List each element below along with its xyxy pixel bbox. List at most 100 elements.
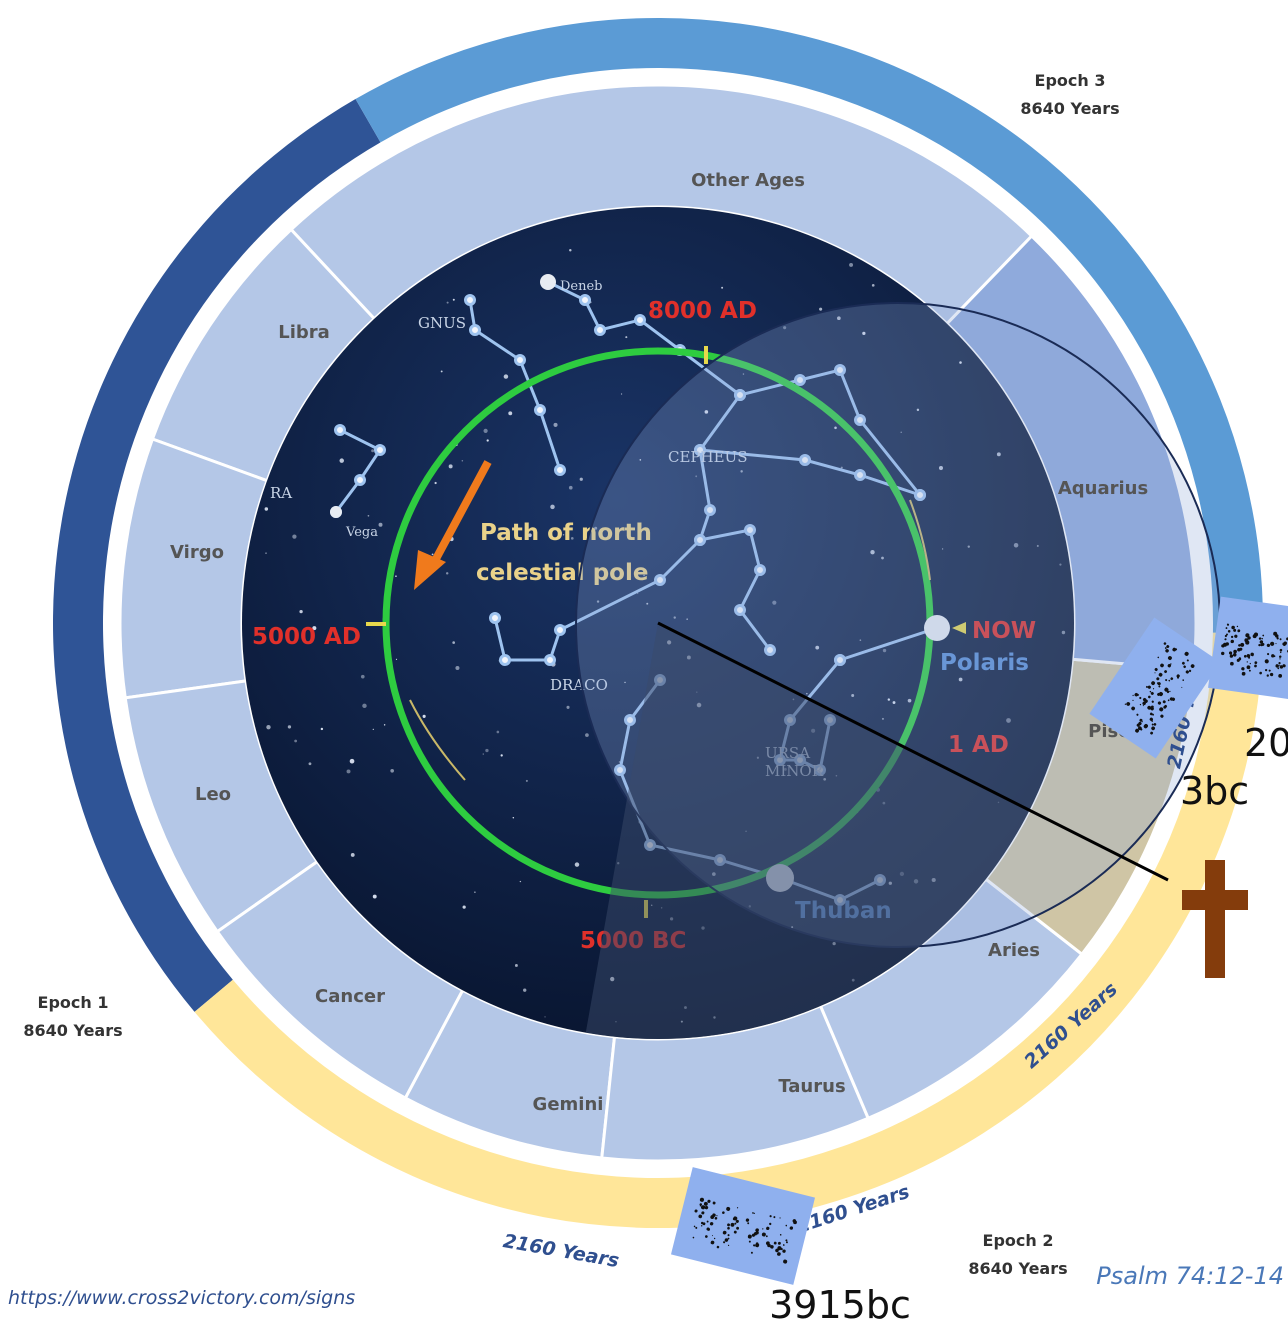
thumbnail-star	[1147, 705, 1152, 710]
star	[383, 724, 386, 726]
thumbnail-star	[700, 1205, 706, 1210]
thumbnail-star	[1283, 641, 1287, 645]
thumbnail-star	[1149, 690, 1152, 693]
star	[859, 639, 862, 641]
thumbnail-star	[1268, 644, 1270, 646]
thumbnail-star	[1149, 717, 1153, 721]
star	[721, 286, 724, 289]
star	[639, 459, 642, 461]
thumbnail-star	[699, 1197, 704, 1202]
thumbnail-star	[1181, 686, 1183, 688]
thumbnail-star	[1164, 647, 1167, 649]
thumbnail-star	[1139, 703, 1142, 706]
thumbnail-star	[1269, 672, 1274, 677]
thumbnail-star	[755, 1242, 759, 1245]
thumbnail-star	[1163, 642, 1167, 645]
thumbnail-star	[751, 1233, 756, 1237]
star	[871, 283, 875, 287]
sign-label-leo: Leo	[195, 784, 231, 805]
star	[566, 705, 570, 709]
thumbnail-star	[692, 1236, 695, 1239]
path-direction-mark	[409, 699, 466, 781]
sign-label-aquarius: Aquarius	[1058, 478, 1148, 499]
thumbnail-star	[1233, 649, 1237, 654]
thumbnail-star	[1276, 637, 1279, 640]
thumbnail-star	[747, 1234, 752, 1239]
thumbnail-star	[766, 1226, 770, 1231]
star	[996, 452, 1001, 457]
thumbnail-star	[1151, 681, 1156, 686]
epoch-2-label: Epoch 2	[983, 1231, 1054, 1250]
constellation-star	[374, 444, 386, 456]
thumbnail-star	[1167, 656, 1172, 660]
thumbnail-star	[1156, 677, 1160, 681]
age-years-gemini: 2160 Years	[501, 1230, 620, 1272]
thumbnail-star	[1182, 679, 1185, 681]
star	[881, 717, 884, 720]
epoch-3-label: Epoch 3	[1035, 71, 1106, 90]
thumbnail-star	[699, 1203, 702, 1206]
thumbnail-star	[1277, 667, 1280, 670]
thumbnail-star	[1279, 638, 1282, 641]
thumbnail-star	[1246, 654, 1251, 658]
star	[422, 714, 426, 718]
star	[900, 431, 902, 433]
star	[907, 698, 912, 703]
star	[596, 600, 600, 603]
thumbnail-star	[1240, 642, 1245, 647]
label-cepheus: CEPHEUS	[668, 448, 747, 466]
thumbnail-star	[1149, 712, 1153, 716]
thumbnail-star	[747, 1222, 750, 1225]
thumbnail-star	[1150, 731, 1154, 735]
sign-label-libra: Libra	[278, 322, 330, 343]
label-path-line1: Path of north	[480, 520, 652, 546]
star	[959, 361, 962, 364]
thumbnail-star	[1132, 694, 1134, 697]
thumbnail-star	[1237, 629, 1241, 633]
star	[834, 426, 837, 430]
epoch-2-years: 8640 Years	[968, 1259, 1067, 1278]
constellation-line	[838, 626, 939, 662]
thumbnail-star	[734, 1222, 737, 1225]
thumbnail-star	[1182, 661, 1185, 665]
thumbnail-star	[1222, 642, 1227, 647]
thumbnail-star	[1279, 658, 1281, 660]
thumbnail-star	[785, 1239, 788, 1242]
epoch-ring	[52, 18, 1263, 1228]
thumbnail-star	[1190, 664, 1195, 668]
thumbnail-star	[1151, 723, 1154, 726]
arrow-head	[414, 550, 446, 590]
thumbnail-star	[1268, 669, 1271, 672]
thumbnail-star	[1167, 664, 1172, 668]
star	[772, 600, 777, 605]
thumbnail-star	[1170, 677, 1174, 681]
thumbnail-star	[1238, 644, 1241, 647]
thumbnail-star	[789, 1226, 794, 1230]
label-cygnus: GNUS	[418, 314, 466, 332]
star	[362, 703, 367, 709]
thumbnail-star	[730, 1222, 735, 1227]
thumbnail-star	[710, 1240, 715, 1245]
thumbnail-star	[1225, 627, 1228, 630]
star	[346, 769, 351, 774]
sign-label-virgo: Virgo	[170, 542, 224, 563]
constellation-star	[594, 324, 606, 336]
star	[881, 556, 884, 560]
star	[482, 753, 484, 755]
thumbnail-star	[732, 1217, 736, 1221]
thumbnail-star	[773, 1241, 777, 1245]
label-8000ad: 8000 AD	[648, 298, 757, 324]
thumbnail-star	[1163, 705, 1167, 709]
thumbnail-star	[1253, 632, 1259, 637]
thumbnail-star	[782, 1249, 786, 1253]
thumbnail-star	[1126, 702, 1131, 706]
thumbnail-star	[1169, 690, 1171, 693]
star	[618, 761, 621, 763]
thumbnail-star	[702, 1222, 706, 1226]
thumbnail-star	[735, 1219, 739, 1223]
star	[523, 988, 527, 992]
thumbnail-star	[1278, 664, 1280, 666]
thumbnail-star	[1261, 637, 1263, 640]
thumbnail-star	[1150, 691, 1154, 695]
